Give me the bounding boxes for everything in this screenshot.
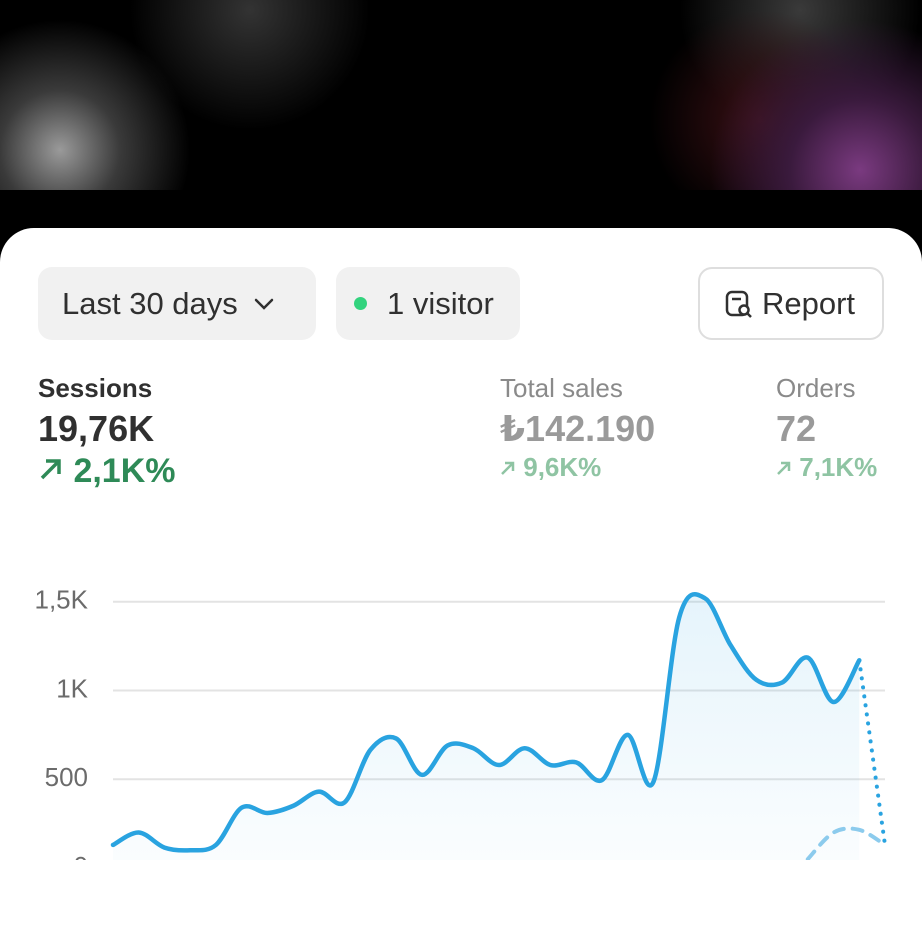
report-label: Report <box>762 285 856 321</box>
metric-change-value: 2,1K% <box>73 452 176 490</box>
metric-label: Total sales <box>500 373 623 403</box>
metric-value: 72 <box>776 408 817 449</box>
live-dot <box>354 297 367 310</box>
line-partial <box>857 658 887 847</box>
metric-change: 7,1K% <box>776 452 877 483</box>
comparison-line <box>805 826 887 860</box>
date-range-label: Last 30 days <box>62 285 238 321</box>
y-tick-label: 1,5K <box>35 585 89 615</box>
metric-label: Orders <box>776 373 856 403</box>
report-button[interactable]: Report <box>698 267 884 340</box>
y-tick-label: 0 <box>74 851 88 860</box>
metric[interactable]: Orders 72 7,1K% <box>776 373 877 483</box>
up-arrow <box>501 461 515 475</box>
chevron <box>254 298 274 310</box>
blurred-header <box>0 0 922 190</box>
metric-value: 19,76K <box>38 408 155 449</box>
up-arrow <box>777 461 791 475</box>
metric-label: Sessions <box>38 373 153 403</box>
y-tick-label: 1K <box>56 673 88 703</box>
metric-change: 9,6K% <box>500 452 655 483</box>
y-tick-label: 500 <box>45 762 88 792</box>
up-arrow <box>40 459 61 480</box>
report-icon <box>725 290 752 318</box>
line <box>110 592 862 853</box>
metric[interactable]: Total sales ₺142.190 9,6K% <box>500 373 655 483</box>
metric[interactable]: Sessions 19,76K 2,1K% <box>38 373 176 491</box>
area <box>113 594 860 860</box>
visitors-label: 1 visitor <box>387 285 494 321</box>
metric-value: ₺142.190 <box>500 408 656 449</box>
metric-change: 2,1K% <box>38 452 176 491</box>
metric-change-value: 7,1K% <box>799 452 878 482</box>
metric-change-value: 9,6K% <box>523 452 602 482</box>
date-range-button[interactable]: Last 30 days <box>38 267 316 340</box>
sessions-chart: 0 500 1K 1,5K <box>35 585 887 860</box>
visitors-button[interactable]: 1 visitor <box>336 267 520 340</box>
